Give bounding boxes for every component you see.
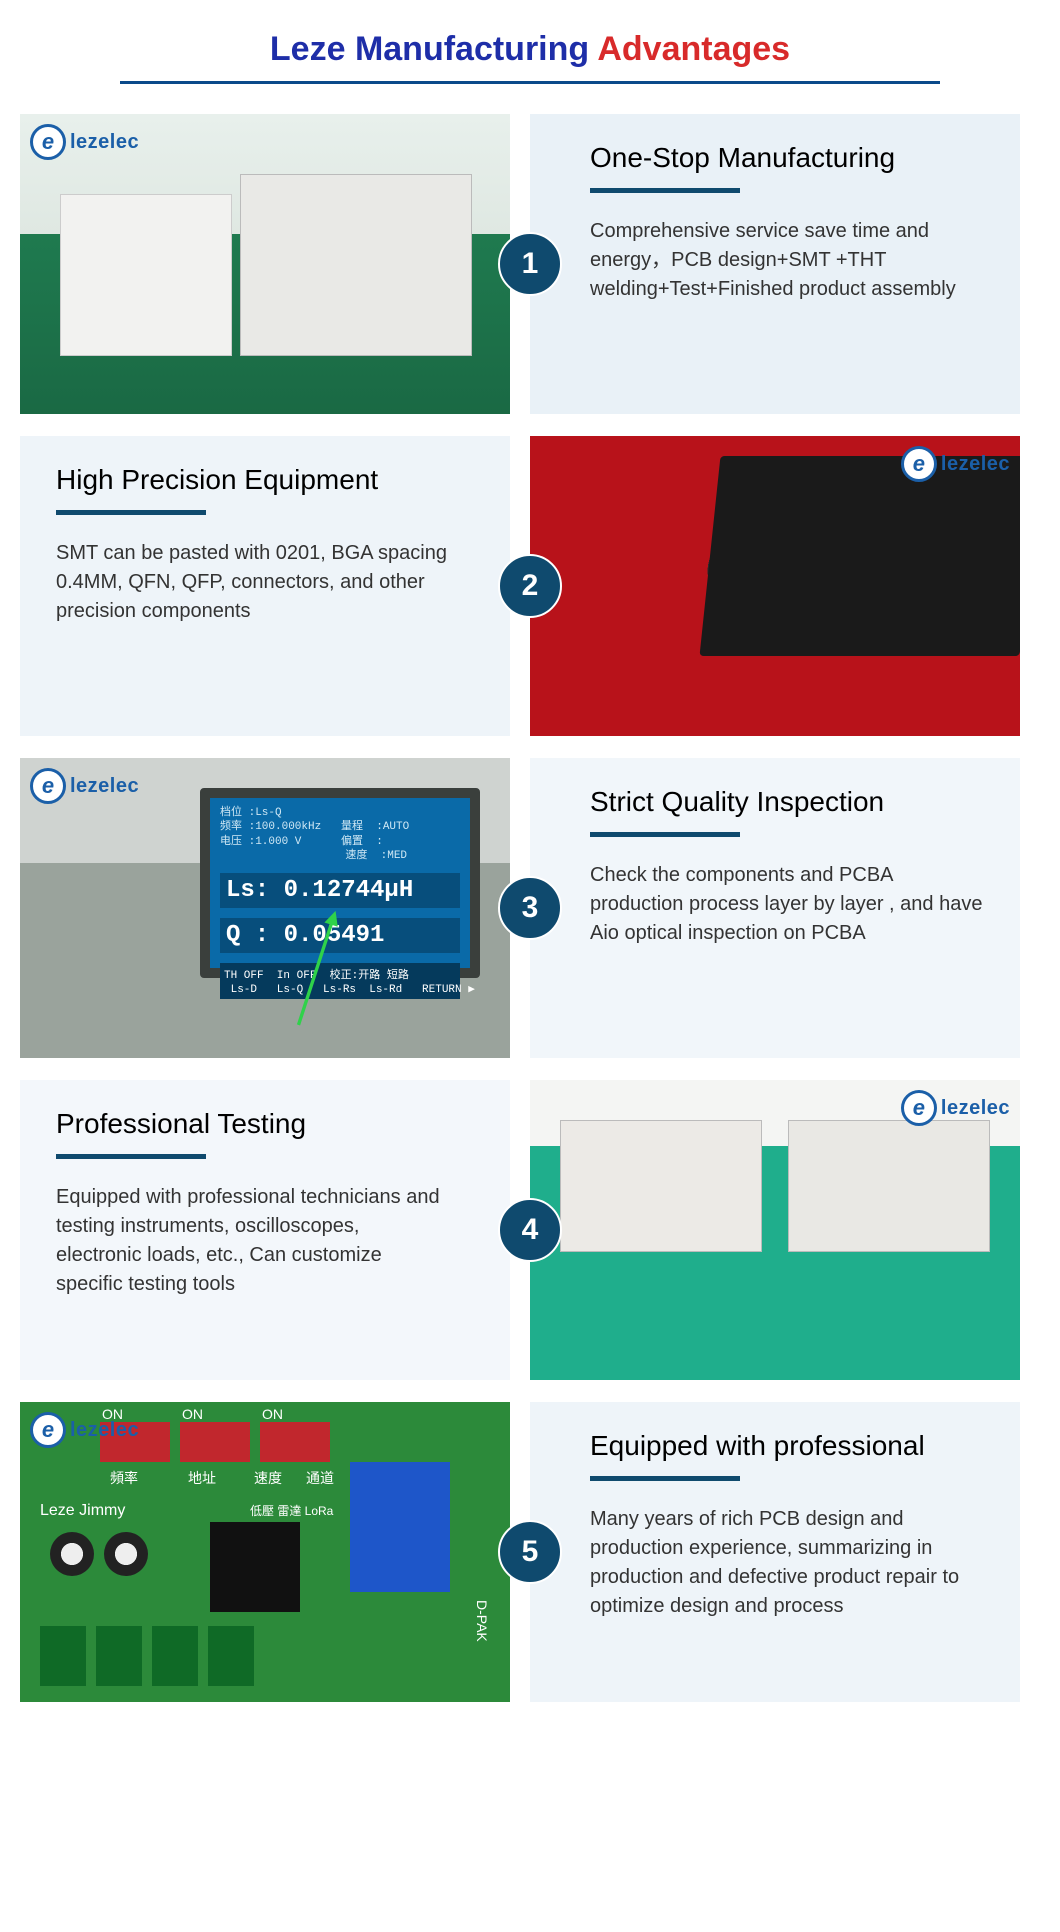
brand-logo-text: lezelec — [941, 1097, 1010, 1120]
brand-logo-icon: e — [30, 768, 66, 804]
section-5-underline — [590, 1476, 740, 1481]
meter-bottom-text: TH OFF In OFF 校正:开路 短路 Ls-D Ls-Q Ls-Rs L… — [220, 963, 460, 999]
section-4-underline — [56, 1154, 206, 1159]
meter-line1: Ls: 0.12744µH — [220, 873, 460, 908]
pcb-extra-label: 低壓 雷達 LoRa — [250, 1502, 333, 1519]
terminal-icon — [208, 1626, 254, 1686]
section-5-text: Equipped with professional Many years of… — [530, 1402, 1020, 1702]
page-title-wrap: Leze Manufacturing Advantages — [20, 30, 1040, 84]
dip-switch-icon — [260, 1422, 330, 1462]
section-3: e lezelec 档位 :Ls-Q 频率 :100.000kHz 量程 :AU… — [20, 758, 1040, 1058]
brand-logo-icon: e — [30, 124, 66, 160]
section-4-badge: 4 — [498, 1198, 562, 1262]
terminal-icon — [152, 1626, 198, 1686]
section-3-heading: Strict Quality Inspection — [590, 786, 984, 818]
brand-logo-icon: e — [901, 1090, 937, 1126]
section-1-heading: One-Stop Manufacturing — [590, 142, 984, 174]
section-4-desc: Equipped with professional technicians a… — [56, 1183, 450, 1299]
section-2-text: High Precision Equipment SMT can be past… — [20, 436, 510, 736]
section-2-badge: 2 — [498, 554, 562, 618]
dip-switch-icon — [180, 1422, 250, 1462]
section-1-text: One-Stop Manufacturing Comprehensive ser… — [530, 114, 1020, 414]
brand-logo: e lezelec — [30, 1412, 139, 1448]
brand-logo: e lezelec — [901, 446, 1010, 482]
title-underline — [120, 81, 940, 84]
section-3-badge: 3 — [498, 876, 562, 940]
section-1-number: 1 — [522, 247, 539, 281]
terminal-icon — [96, 1626, 142, 1686]
pcb-dpak-label: D-PAK — [474, 1600, 490, 1642]
relay-icon — [350, 1462, 450, 1592]
section-5: e lezelec ON ON ON 頻率 地址 速度 通道 測試 Leze J… — [20, 1402, 1040, 1702]
pcb-on-label: ON — [182, 1406, 203, 1422]
ic-chip-icon — [210, 1522, 300, 1612]
section-3-text: Strict Quality Inspection Check the comp… — [530, 758, 1020, 1058]
pcb-label-addr: 地址 — [188, 1468, 216, 1488]
section-1-image: e lezelec — [20, 114, 510, 414]
brand-logo-text: lezelec — [70, 1419, 139, 1442]
terminal-icon — [40, 1626, 86, 1686]
section-4-image: e lezelec — [530, 1080, 1020, 1380]
pcb-label-freq: 頻率 — [110, 1468, 138, 1488]
brand-logo: e lezelec — [901, 1090, 1010, 1126]
pcb-label-speed: 速度 — [254, 1468, 282, 1488]
meter-top-text: 档位 :Ls-Q 频率 :100.000kHz 量程 :AUTO 电压 :1.0… — [220, 806, 460, 863]
section-5-badge: 5 — [498, 1520, 562, 1584]
section-3-underline — [590, 832, 740, 837]
section-2-image: e lezelec — [530, 436, 1020, 736]
section-2-heading: High Precision Equipment — [56, 464, 450, 496]
section-4-heading: Professional Testing — [56, 1108, 450, 1140]
oscilloscope-screen — [830, 1140, 970, 1230]
brand-logo-text: lezelec — [70, 131, 139, 154]
pcb-brand-label: Leze Jimmy — [40, 1502, 125, 1520]
section-2: High Precision Equipment SMT can be past… — [20, 436, 1040, 736]
section-2-desc: SMT can be pasted with 0201, BGA spacing… — [56, 539, 450, 626]
brand-logo-icon: e — [30, 1412, 66, 1448]
section-5-number: 5 — [522, 1535, 539, 1569]
meter-line2: Q : 0.05491 — [220, 918, 460, 953]
section-5-heading: Equipped with professional — [590, 1430, 984, 1462]
section-4-number: 4 — [522, 1213, 539, 1247]
brand-logo-icon: e — [901, 446, 937, 482]
section-5-image: e lezelec ON ON ON 頻率 地址 速度 通道 測試 Leze J… — [20, 1402, 510, 1702]
section-2-number: 2 — [522, 569, 539, 603]
section-3-desc: Check the components and PCBA production… — [590, 861, 984, 948]
section-4: Professional Testing Equipped with profe… — [20, 1080, 1040, 1380]
section-5-desc: Many years of rich PCB design and produc… — [590, 1505, 984, 1621]
page-title-part1: Leze Manufacturing — [270, 30, 597, 68]
page-title-part2: Advantages — [597, 30, 790, 68]
pcb-label-channel: 通道 — [306, 1468, 334, 1488]
brand-logo-text: lezelec — [941, 453, 1010, 476]
brand-logo: e lezelec — [30, 768, 139, 804]
meter-screen: 档位 :Ls-Q 频率 :100.000kHz 量程 :AUTO 电压 :1.0… — [200, 788, 480, 978]
section-3-number: 3 — [522, 891, 539, 925]
pcb-on-label: ON — [262, 1406, 283, 1422]
section-4-text: Professional Testing Equipped with profe… — [20, 1080, 510, 1380]
section-3-image: e lezelec 档位 :Ls-Q 频率 :100.000kHz 量程 :AU… — [20, 758, 510, 1058]
section-1: e lezelec 1 One-Stop Manufacturing Compr… — [20, 114, 1040, 414]
section-2-underline — [56, 510, 206, 515]
section-1-underline — [590, 188, 740, 193]
brand-logo-text: lezelec — [70, 775, 139, 798]
capacitor-icon — [50, 1532, 94, 1576]
section-1-desc: Comprehensive service save time and ener… — [590, 217, 984, 304]
capacitor-icon — [104, 1532, 148, 1576]
section-1-badge: 1 — [498, 232, 562, 296]
brand-logo: e lezelec — [30, 124, 139, 160]
